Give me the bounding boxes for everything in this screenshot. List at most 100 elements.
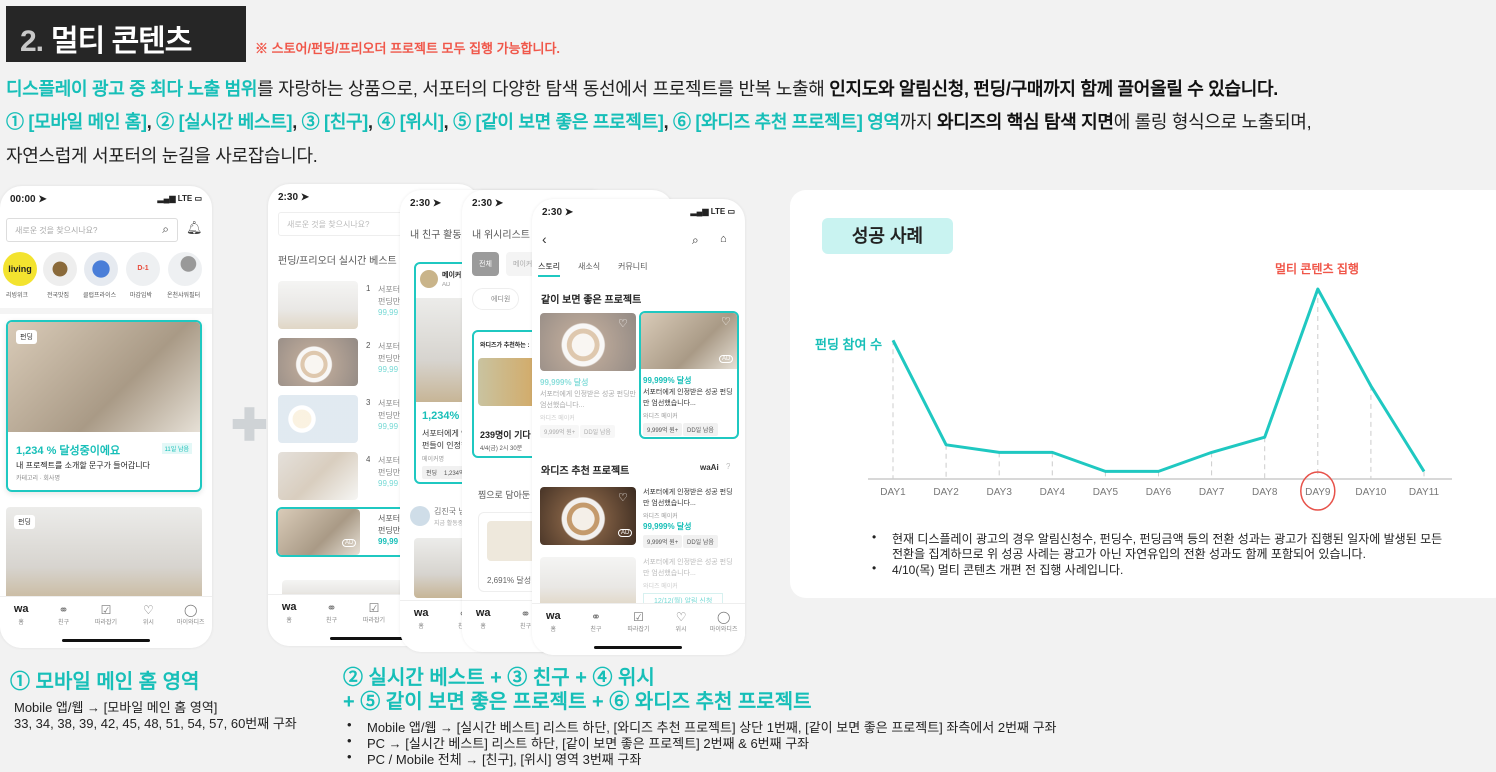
maker-chip[interactable]: 에디원 [472, 288, 520, 310]
note-bullet-cont: 전환을 집계하므로 위 성공 사례는 광고가 아닌 자연유입의 전환 성과도 함… [892, 547, 1366, 561]
status-signal: ▂▄▆ LTE ▭ [157, 194, 203, 203]
lead-line-1: 디스플레이 광고 중 최다 노출 범위를 자랑하는 상품으로, 서포터의 다양한… [6, 75, 1278, 101]
search-input[interactable]: 새로운 것을 찾으시나요? ⌕ [6, 218, 178, 242]
category-label: 리빙위크 [6, 293, 29, 299]
note-bullet: 4/10(목) 멀티 콘텐츠 개편 전 집행 사례입니다. [872, 561, 1123, 578]
x-tick-label: DAY9 [1305, 487, 1331, 498]
nav-friends[interactable]: ⚭친구 [45, 603, 83, 648]
featured-project-card[interactable]: 펀딩 1,234 % 달성중이에요 11일 남음 내 프로젝트를 소개할 문구가… [6, 320, 202, 492]
lead-highlight: 디스플레이 광고 중 최다 노출 범위 [6, 79, 258, 99]
section-title-text: 멀티 콘텐츠 [51, 25, 192, 58]
funding-badge: 펀딩 [16, 330, 37, 344]
category-label: 온천샤워필터 [167, 293, 201, 299]
help-icon[interactable]: ? [726, 462, 731, 471]
nav-wish[interactable]: ♡ 위시 [675, 610, 687, 633]
tab-all[interactable]: 전체 [472, 252, 499, 276]
nav-home[interactable]: wa 홈 [475, 607, 491, 630]
nav-my[interactable]: ◯ 마이와디즈 [172, 603, 210, 648]
nav-follow[interactable]: ☑ 따라잡기 [627, 610, 650, 633]
achievement-rate: 1,234 % 달성중이에요 [16, 445, 121, 457]
nav-home[interactable]: wa 홈 [281, 601, 297, 624]
similar-card-ad[interactable]: ♡ AD 99,999% 달성 서포터에게 인정받은 성공 펀딩만 엄선했습니다… [639, 311, 739, 439]
nav-friends[interactable]: ⚭친구 [520, 607, 532, 630]
category-club-price-icon[interactable] [84, 252, 118, 286]
project-card-image[interactable] [6, 507, 202, 607]
series-label: 펀딩 참여 수 [815, 337, 882, 352]
list-title: 펀딩/프리오더 실시간 베스트 [278, 256, 397, 267]
slot-bullet: PC / Mobile 전체 → [친구], [위시] 영역 3번째 구좌 [347, 749, 641, 768]
funding-participation-chart: 펀딩 참여 수 멀티 콘텐츠 집행 DAY1 DAY2 DAY3 DAY4 DAY5 DA… [815, 261, 1452, 511]
nav-home[interactable]: wa 홈 [545, 610, 561, 633]
search-icon[interactable]: ⌕ [162, 222, 169, 236]
nav-home[interactable]: wa 홈 [13, 603, 29, 626]
category-shower-icon[interactable] [168, 252, 202, 286]
note-bullet: 현재 디스플레이 광고의 경우 알림신청수, 펀딩수, 펀딩금액 등의 전환 성… [872, 530, 1442, 547]
tab-community[interactable]: 커뮤니티 [618, 262, 648, 271]
category-food-icon[interactable] [43, 252, 77, 286]
x-tick-label: DAY7 [1199, 487, 1225, 498]
category-label: 전국맛집 [47, 293, 70, 299]
nav-friends[interactable]: ⚭친구 [590, 610, 602, 633]
x-tick-label: DAY5 [1093, 487, 1119, 498]
highlight-circle [1300, 471, 1336, 511]
x-tick-label: DAY3 [987, 487, 1013, 498]
lead-line-3: 자연스럽게 서포터의 눈길을 사로잡습니다. [6, 146, 318, 166]
slot-bullet: PC → [실시간 베스트] 리스트 하단, [같이 보면 좋은 프로젝트] 2… [347, 733, 809, 752]
similar-section-title: 같이 보면 좋은 프로젝트 [541, 295, 642, 306]
home-indicator [62, 639, 150, 642]
category-deadline-icon[interactable]: D-1 [126, 252, 160, 286]
heart-icon: ♡ [721, 316, 731, 328]
nav-follow[interactable]: ☑ 따라잡기 [87, 603, 125, 648]
x-tick-label: DAY1 [880, 487, 906, 498]
nav-follow[interactable]: ☑ 따라잡기 [362, 601, 386, 624]
x-tick-label: DAY4 [1040, 487, 1066, 498]
recommend-item[interactable]: 서포터에게 인정받은 성공 펀딩만 엄선했습니다... 와디즈 메이커 12/1… [540, 557, 740, 609]
friend-name[interactable]: 김진국 님 [434, 507, 466, 516]
category-label: 마감임박 [130, 293, 153, 299]
lead-area: ② [실시간 베스트] [156, 112, 293, 132]
friends-title: 내 친구 활동 [410, 230, 462, 241]
plus-icon: ✚ [231, 401, 268, 450]
status-time: 00:00 ➤ [10, 194, 47, 205]
home-icon[interactable]: ⌂ [720, 233, 727, 245]
back-icon[interactable]: ‹ [542, 231, 547, 247]
x-tick-label: DAY8 [1252, 487, 1278, 498]
success-case-badge: 성공 사례 [822, 218, 953, 254]
person-icon: ◯ [184, 603, 198, 617]
best-item-ad[interactable]: AD 서포터에게 펀딩만 99,99 [276, 507, 480, 557]
heart-icon: ♡ [142, 603, 154, 617]
annotation-label: 멀티 콘텐츠 집행 [1275, 261, 1359, 276]
other-areas-title-1: ② 실시간 베스트 + ③ 친구 + ④ 위시 [343, 667, 655, 689]
nav-my[interactable]: ◯ 마이와디즈 [709, 610, 738, 633]
tab-story[interactable]: 스토리 [538, 262, 561, 271]
nav-wish[interactable]: ♡ 위시 [129, 603, 167, 648]
x-tick-label: DAY11 [1409, 487, 1440, 498]
lead-bold: 와디즈의 핵심 탐색 지면 [936, 112, 1114, 132]
x-tick-label: DAY2 [933, 487, 959, 498]
x-tick-label: DAY10 [1355, 487, 1386, 498]
home-area-slots: 33, 34, 38, 39, 42, 45, 48, 51, 54, 57, … [14, 716, 297, 731]
lead-text: 를 자랑하는 상품으로, 서포터의 다양한 탐색 동선에서 프로젝트를 반복 노… [257, 79, 830, 99]
category-living[interactable]: living [3, 252, 37, 286]
slot-bullet: Mobile 앱/웹 → [실시간 베스트] 리스트 하단, [와디즈 추천 프… [347, 717, 1057, 736]
search-icon[interactable]: ⌕ [692, 233, 699, 247]
tab-news[interactable]: 새소식 [578, 262, 601, 271]
lead-area: ⑥ [와디즈 추천 프로젝트] 영역 [672, 112, 900, 132]
ad-badge: AD [342, 539, 357, 547]
availability-note: ※ 스토어/펀딩/프리오더 프로젝트 모두 집행 가능합니다. [255, 41, 561, 56]
other-areas-title-2: + ⑤ 같이 보면 좋은 프로젝트 + ⑥ 와디즈 추천 프로젝트 [343, 691, 812, 713]
nav-friends[interactable]: ⚭친구 [326, 601, 338, 624]
phone-mobile-home: 00:00 ➤ ▂▄▆ LTE ▭ 새로운 것을 찾으시나요? ⌕ 🔔︎ liv… [0, 186, 212, 648]
heart-icon: ♡ [618, 318, 628, 330]
lead-area: ① [모바일 메인 홈] [6, 112, 147, 132]
lead-bold: 인지도와 알림신청, 펀딩/구매까지 함께 끌어올릴 수 있습니다. [829, 79, 1278, 99]
similar-card[interactable]: ♡ 99,999% 달성 서포터에게 인정받은 성공 펀딩만 엄선했습니다...… [540, 313, 636, 443]
recommend-item-ad[interactable]: ♡ AD 서포터에게 인정받은 성공 펀딩만 엄선했습니다... 와디즈 메이커… [540, 487, 740, 548]
home-area-title: ① 모바일 메인 홈 영역 [10, 671, 200, 693]
wai-logo: waAi [700, 463, 719, 472]
home-area-desc: Mobile 앱/웹 → [모바일 메인 홈 영역] [14, 700, 218, 715]
series-line [891, 287, 1426, 473]
bell-icon[interactable]: 🔔︎ [186, 220, 203, 235]
checklist-icon: ☑ [100, 603, 112, 617]
nav-home[interactable]: wa 홈 [413, 607, 429, 630]
